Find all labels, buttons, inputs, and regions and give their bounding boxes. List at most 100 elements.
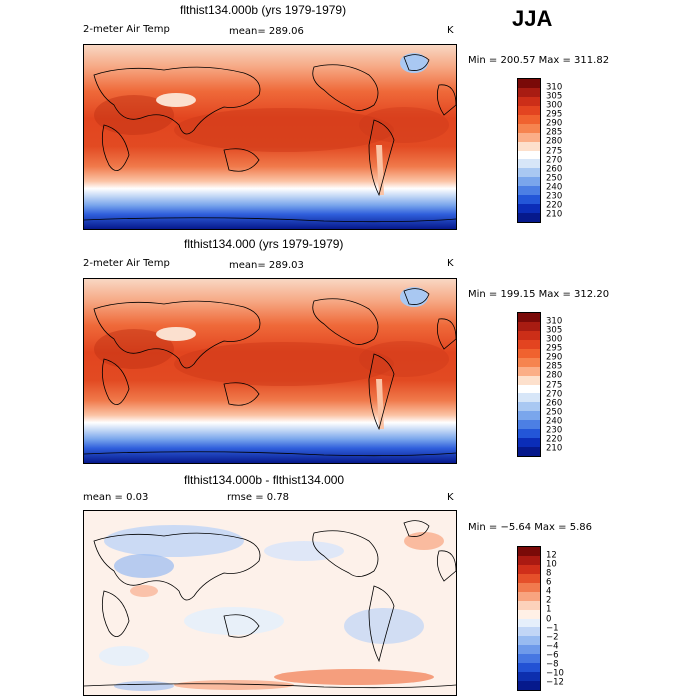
colorbar-tick-label: 240 — [546, 416, 563, 427]
colorbar-tick-label: 260 — [546, 398, 563, 409]
colorbar-swatch — [518, 654, 540, 664]
panel-3-colorbar-labels: 12 10 8 6 4 2 1 0 −1 −2 −4 −6 −8 −10 −12 — [546, 548, 586, 693]
colorbar-tick-label: 4 — [546, 586, 552, 597]
panel-1-units-label: K — [447, 25, 454, 36]
colorbar-swatch — [518, 609, 540, 619]
panel-2-title: flthist134.000 (yrs 1979-1979) — [184, 237, 344, 251]
colorbar-tick-label: 305 — [546, 91, 563, 102]
colorbar-swatch — [518, 393, 540, 403]
colorbar-swatch — [518, 573, 540, 583]
colorbar-swatch — [518, 79, 540, 88]
colorbar-tick-label: 0 — [546, 613, 552, 624]
colorbar-swatch — [518, 321, 540, 331]
colorbar-swatch — [518, 447, 540, 456]
colorbar-swatch — [518, 375, 540, 385]
colorbar-tick-label: −8 — [546, 659, 559, 670]
colorbar-tick-label: 310 — [546, 82, 563, 93]
colorbar-swatch — [518, 339, 540, 349]
colorbar-tick-label: 10 — [546, 559, 557, 570]
panel-2-colorbar — [517, 312, 541, 457]
colorbar-tick-label: 220 — [546, 434, 563, 445]
colorbar-tick-label: 275 — [546, 145, 563, 156]
panel-3-minmax-label: Min = −5.64 Max = 5.86 — [468, 522, 592, 533]
colorbar-tick-label: 290 — [546, 118, 563, 129]
panel-1-title: flthist134.000b (yrs 1979-1979) — [180, 3, 347, 17]
colorbar-swatch — [518, 204, 540, 214]
colorbar-swatch — [518, 141, 540, 151]
colorbar-swatch — [518, 213, 540, 222]
colorbar-swatch — [518, 357, 540, 367]
colorbar-tick-label: 230 — [546, 425, 563, 436]
panel-2-variable-label: 2-meter Air Temp — [83, 258, 170, 269]
colorbar-swatch — [518, 168, 540, 178]
panel-1-map — [83, 44, 457, 230]
colorbar-swatch — [518, 313, 540, 322]
colorbar-tick-label: 280 — [546, 370, 563, 381]
colorbar-tick-label: 230 — [546, 191, 563, 202]
panel-1-map-svg — [84, 45, 456, 229]
panel-1-colorbar-labels: 310 305 300 295 290 285 280 275 270 260 250 240 230 2… — [546, 80, 586, 225]
colorbar-swatch — [518, 547, 540, 556]
colorbar-swatch — [518, 591, 540, 601]
colorbar-swatch — [518, 195, 540, 205]
colorbar-swatch — [518, 186, 540, 196]
colorbar-tick-label: −12 — [546, 677, 564, 688]
colorbar-swatch — [518, 132, 540, 142]
colorbar-tick-label: 2 — [546, 595, 552, 606]
colorbar-swatch — [518, 672, 540, 682]
season-label: JJA — [512, 6, 553, 31]
colorbar-swatch — [518, 600, 540, 610]
colorbar-tick-label: 280 — [546, 136, 563, 147]
colorbar-swatch — [518, 366, 540, 376]
colorbar-tick-label: 1 — [546, 604, 552, 615]
panel-3-colorbar — [517, 546, 541, 691]
colorbar-tick-label: −2 — [546, 632, 559, 643]
colorbar-tick-label: 295 — [546, 343, 563, 354]
panel-2-minmax-label: Min = 199.15 Max = 312.20 — [468, 289, 610, 300]
colorbar-swatch — [518, 105, 540, 115]
panel-1-colorbar — [517, 78, 541, 223]
colorbar-tick-label: −10 — [546, 668, 564, 679]
colorbar-swatch — [518, 123, 540, 133]
colorbar-tick-label: 295 — [546, 109, 563, 120]
colorbar-tick-label: 300 — [546, 334, 563, 345]
colorbar-tick-label: 305 — [546, 325, 563, 336]
colorbar-swatch — [518, 564, 540, 574]
colorbar-tick-label: 250 — [546, 173, 563, 184]
panel-3-colorbar-segments — [518, 547, 540, 690]
colorbar-tick-label: 285 — [546, 361, 563, 372]
colorbar-tick-label: 240 — [546, 182, 563, 193]
colorbar-tick-label: 270 — [546, 155, 563, 166]
panel-1-variable-label: 2-meter Air Temp — [83, 24, 170, 35]
colorbar-swatch — [518, 627, 540, 637]
panel-3-map-svg — [84, 511, 456, 695]
panel-3-mean-label: mean = 0.03 — [83, 492, 149, 503]
colorbar-tick-label: 260 — [546, 164, 563, 175]
colorbar-swatch — [518, 663, 540, 673]
colorbar-swatch — [518, 177, 540, 187]
colorbar-tick-label: 220 — [546, 200, 563, 211]
colorbar-swatch — [518, 645, 540, 655]
panel-1-mean-label: mean= 289.06 — [229, 26, 304, 37]
panel-3-rmse-label: rmse = 0.78 — [227, 492, 290, 503]
colorbar-swatch — [518, 114, 540, 124]
panel-3-map — [83, 510, 457, 696]
colorbar-swatch — [518, 420, 540, 430]
colorbar-swatch — [518, 348, 540, 358]
colorbar-tick-label: 12 — [546, 550, 557, 561]
colorbar-tick-label: 250 — [546, 407, 563, 418]
panel-1-minmax-label: Min = 200.57 Max = 311.82 — [468, 55, 610, 66]
panel-2-map — [83, 278, 457, 464]
colorbar-swatch — [518, 384, 540, 394]
panel-2-mean-label: mean= 289.03 — [229, 260, 304, 271]
colorbar-tick-label: 6 — [546, 577, 552, 588]
colorbar-tick-label: 300 — [546, 100, 563, 111]
colorbar-tick-label: 270 — [546, 389, 563, 400]
colorbar-swatch — [518, 582, 540, 592]
colorbar-tick-label: −1 — [546, 623, 559, 634]
colorbar-tick-label: −4 — [546, 641, 559, 652]
panel-3-title: flthist134.000b - flthist134.000 — [184, 473, 345, 487]
colorbar-tick-label: 210 — [546, 443, 563, 454]
panel-3-units-label: K — [447, 492, 454, 503]
colorbar-swatch — [518, 618, 540, 628]
